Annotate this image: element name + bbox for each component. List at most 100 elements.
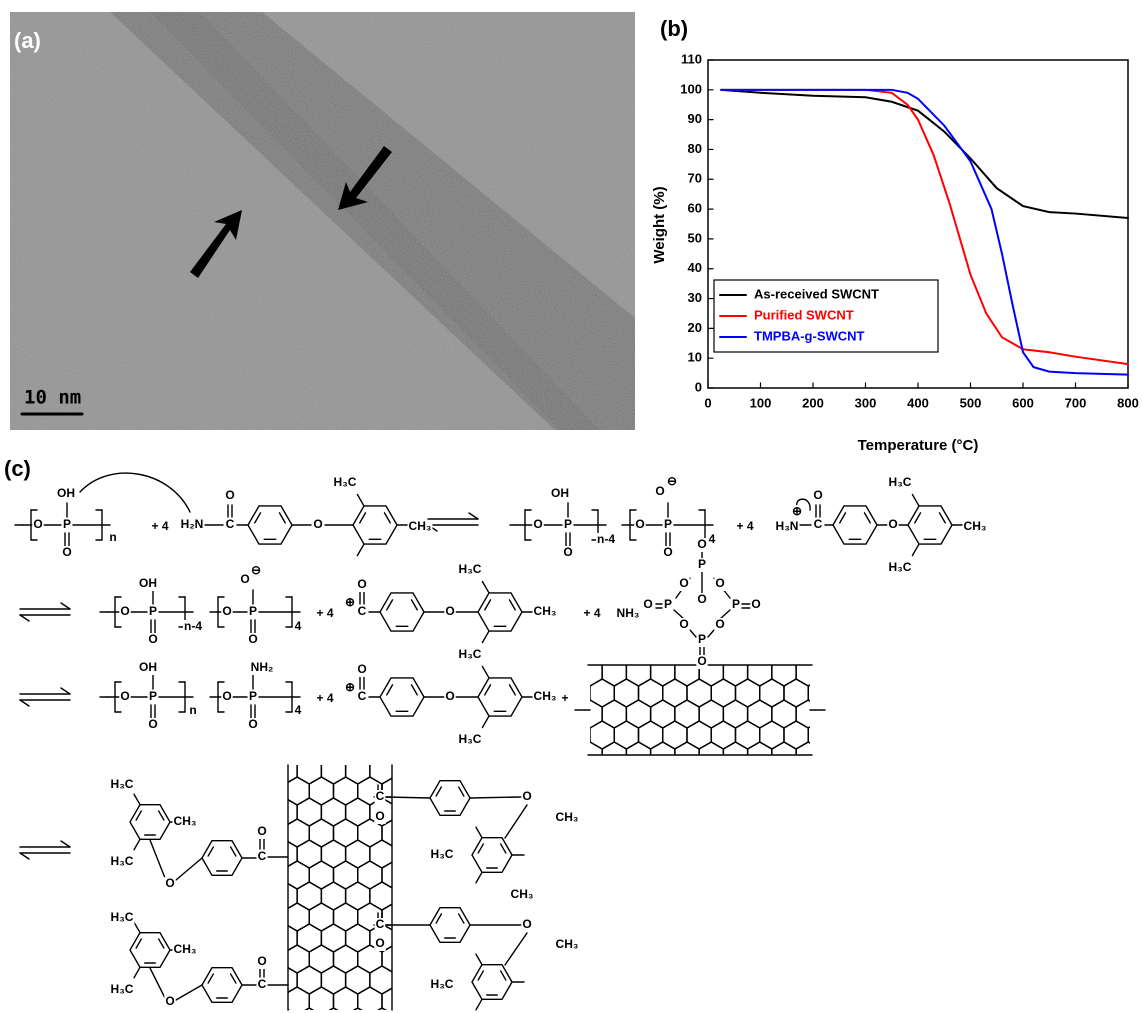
bond — [839, 512, 847, 524]
atom-label: O — [375, 809, 384, 823]
panel-label: (c) — [4, 456, 31, 481]
atom-label: O — [248, 717, 257, 731]
atom-label: CH₃ — [964, 519, 987, 533]
atom-label: + 4 — [316, 606, 333, 620]
x-tick-label: 800 — [1117, 395, 1139, 410]
legend-label: Purified SWCNT — [754, 307, 854, 322]
curved-arrow — [79, 472, 191, 513]
bond — [673, 609, 685, 620]
label-bg — [164, 995, 176, 1009]
benzene-ring — [471, 963, 513, 1001]
label-bg — [239, 573, 251, 587]
x-tick-label: 100 — [750, 395, 772, 410]
bond — [149, 967, 166, 999]
label-bg — [224, 518, 236, 532]
x-tick-label: 0 — [704, 395, 711, 410]
label-bg — [256, 978, 268, 992]
atom-label: O — [697, 592, 706, 606]
lattice-ring — [381, 987, 392, 1010]
bond — [19, 852, 30, 860]
label-bg — [147, 718, 159, 732]
label-bg — [147, 633, 159, 647]
y-tick-label: 100 — [680, 81, 702, 96]
label-bg — [887, 476, 913, 490]
bond — [468, 512, 479, 520]
label-bg — [735, 520, 755, 534]
benzene-ring — [129, 931, 171, 969]
x-tick-label: 400 — [907, 395, 929, 410]
label-bg — [662, 546, 674, 560]
label-bg — [554, 811, 580, 825]
atom-label: NH₃ — [617, 606, 640, 620]
atom-label: P — [564, 517, 572, 531]
atom-label: O — [533, 517, 542, 531]
lattice-ring — [304, 1007, 315, 1010]
atom-label: ⊕ — [792, 504, 802, 518]
atom-label: O — [697, 654, 706, 668]
label-bg — [696, 558, 708, 572]
lattice-ring — [746, 741, 773, 755]
label-bg — [138, 661, 158, 675]
atom-label: C — [258, 849, 267, 863]
label-bg — [812, 489, 824, 503]
bond — [435, 913, 443, 924]
label-bg — [812, 518, 824, 532]
label-bg — [247, 690, 259, 704]
bond — [689, 629, 697, 638]
label-bg — [714, 618, 726, 632]
lattice-ring — [674, 741, 700, 755]
bond — [135, 938, 143, 949]
label-bg — [887, 518, 899, 532]
label-bg — [312, 518, 324, 532]
label-bg — [249, 564, 263, 578]
tem-image: 10 nm (a) — [10, 12, 635, 430]
x-tick-label: 500 — [960, 395, 982, 410]
bond — [475, 998, 483, 1011]
atom-label: P — [249, 604, 257, 618]
label-bg — [256, 955, 268, 969]
bond — [356, 543, 365, 557]
atom-label: n-4 — [184, 619, 202, 633]
atom-label: H₃C — [459, 732, 482, 746]
label-bg — [293, 704, 303, 718]
lattice-ring — [394, 966, 418, 994]
atom-label: C — [814, 517, 823, 531]
bond — [229, 973, 237, 984]
label-bg — [457, 563, 483, 577]
atom-label: 4 — [295, 703, 302, 717]
label-bg — [662, 518, 674, 532]
bond — [911, 543, 920, 557]
benzene-ring — [429, 906, 471, 944]
bond — [133, 966, 141, 979]
atom-label: H₃N — [776, 519, 799, 533]
bond — [504, 932, 528, 966]
bond — [484, 684, 492, 696]
y-tick-label: 50 — [688, 230, 702, 245]
label-bg — [665, 475, 679, 489]
atom-label: CH₃ — [534, 604, 557, 618]
atom-label: CH₃ — [511, 887, 534, 901]
bond — [175, 984, 203, 1001]
label-bg — [315, 692, 335, 706]
label-bg — [429, 848, 455, 862]
label-bg — [247, 605, 259, 619]
label-bg — [596, 533, 616, 547]
atom-label: ⊖ — [251, 563, 261, 577]
bond — [133, 838, 141, 851]
atom-label: CH₃ — [174, 942, 197, 956]
label-bg — [560, 692, 570, 706]
atom-label: O — [222, 689, 231, 703]
lattice-ring — [394, 882, 418, 910]
lattice-ring — [807, 726, 810, 744]
atom-label: O — [257, 824, 266, 838]
bond — [356, 493, 365, 507]
benzene-ring — [907, 505, 953, 545]
label-bg — [343, 596, 357, 610]
benzene-ring — [832, 505, 878, 545]
atom-label: P — [249, 689, 257, 703]
atom-label: P — [732, 597, 740, 611]
lattice-ring — [352, 1007, 363, 1010]
label-bg — [374, 790, 386, 804]
bond — [60, 602, 71, 610]
